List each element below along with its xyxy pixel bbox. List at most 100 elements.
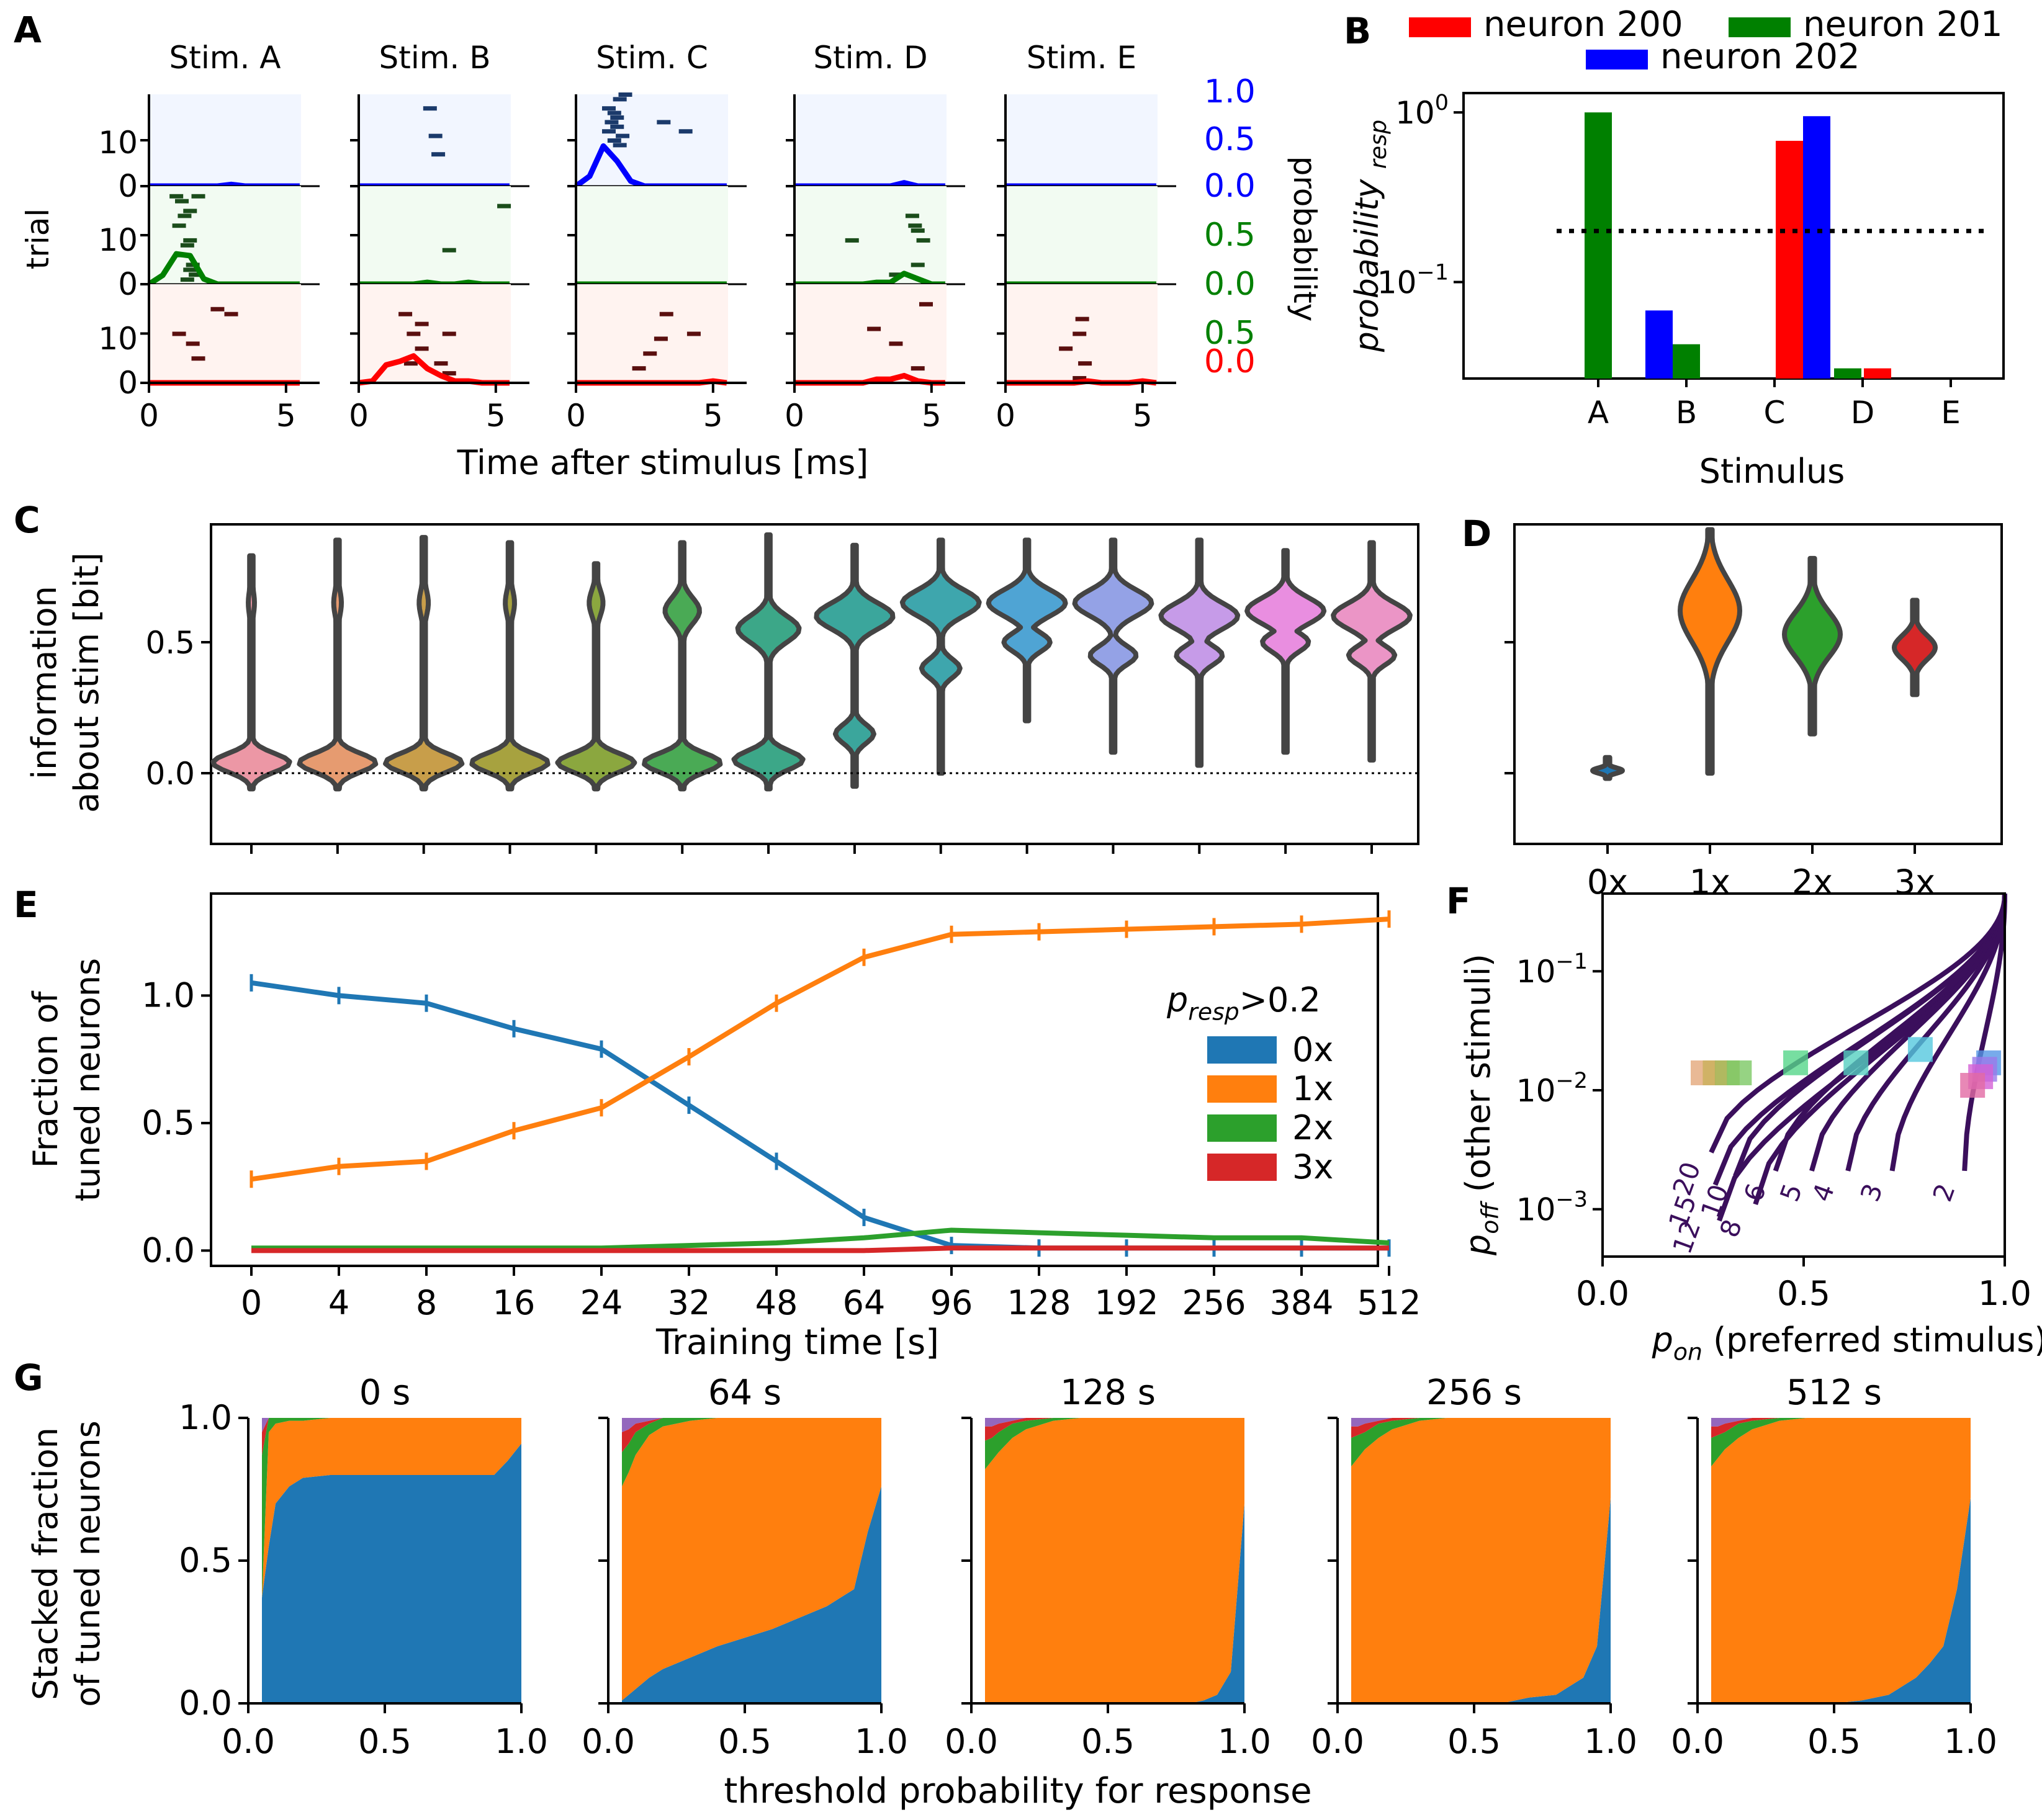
- panel-letter: D: [1462, 513, 1491, 555]
- curve-label: 10: [1695, 1180, 1735, 1222]
- x-tick-label: 512: [1357, 1283, 1421, 1322]
- spike-mark: [659, 312, 673, 316]
- raster-background: [149, 186, 301, 284]
- spike-mark: [189, 272, 203, 277]
- spike-mark: [678, 129, 693, 134]
- iso-curve: [1845, 893, 2007, 1172]
- x-tick-label: 256: [1182, 1283, 1246, 1322]
- spike-mark: [686, 331, 701, 336]
- y-axis-label-line2: of tuned neurons: [68, 1420, 107, 1707]
- raster-background: [359, 186, 511, 284]
- legend-title: presp>0.2: [1166, 980, 1321, 1026]
- x-tick-label: 5: [1133, 398, 1153, 434]
- x-tick-label: 0: [785, 398, 804, 434]
- x-tick-label: 128: [1007, 1283, 1071, 1322]
- y-tick-label: 0: [118, 266, 138, 302]
- spike-mark: [613, 97, 627, 102]
- stacked-area: [985, 1418, 1244, 1703]
- panel-letter: F: [1446, 880, 1471, 922]
- spike-mark: [178, 213, 192, 218]
- spike-mark: [191, 194, 205, 199]
- legend-swatch: [1207, 1154, 1277, 1181]
- bar-chart-frame: [1462, 92, 2005, 380]
- bar: [1864, 368, 1891, 379]
- y-tick-label: 1.0: [179, 1398, 232, 1437]
- probability-axis-label: probability: [1287, 156, 1323, 322]
- x-tick-label: 5: [486, 398, 506, 434]
- stacked-area: [622, 1418, 881, 1453]
- bar: [1585, 112, 1612, 379]
- probability-tick-label: 0.0: [1204, 168, 1256, 205]
- raster-background: [794, 94, 947, 186]
- spike-mark: [911, 262, 925, 267]
- stacked-area: [985, 1418, 1244, 1427]
- probability-tick-label: 0.0: [1204, 343, 1256, 380]
- spike-mark: [210, 307, 225, 312]
- spike-mark: [434, 361, 448, 366]
- x-tick-label: C: [1764, 395, 1786, 431]
- stacked-area: [1711, 1497, 1971, 1703]
- spike-mark: [183, 208, 197, 213]
- spike-mark: [1073, 376, 1087, 381]
- y-axis-label: trial: [20, 208, 56, 270]
- x-tick-label: 0: [349, 398, 369, 434]
- spike-mark: [172, 223, 186, 228]
- stacked-area: [622, 1486, 881, 1703]
- line-chart-frame: [210, 892, 1379, 1267]
- legend-label: neuron 200: [1483, 4, 1683, 45]
- x-tick-label: 0.5: [1807, 1722, 1861, 1761]
- x-tick-label: 64: [843, 1283, 886, 1322]
- spike-mark: [415, 346, 429, 351]
- stimulus-title: Stim. D: [813, 40, 927, 76]
- x-tick-label: 5: [922, 398, 942, 434]
- legend-label: 1x: [1292, 1069, 1333, 1108]
- violin-chart-frame: [210, 523, 1419, 845]
- x-axis-label: pon (preferred stimulus): [1652, 1320, 2042, 1366]
- series-line: [251, 1227, 1390, 1251]
- panel-letter: B: [1344, 10, 1371, 52]
- x-tick-label: 24: [580, 1283, 623, 1322]
- spike-mark: [632, 366, 646, 371]
- stimulus-title: Stim. A: [169, 40, 281, 76]
- x-tick-label: 0.0: [222, 1722, 275, 1761]
- y-tick-label: 10−1: [1516, 949, 1588, 990]
- spike-mark: [398, 312, 413, 316]
- curve-label: 5: [1774, 1180, 1808, 1206]
- spike-mark: [186, 341, 200, 346]
- spike-mark: [191, 356, 205, 361]
- x-tick-label: 0.5: [1081, 1722, 1135, 1761]
- subplot-title: 512 s: [1786, 1373, 1882, 1413]
- y-tick-label: 10: [98, 321, 138, 357]
- spike-mark: [442, 331, 456, 336]
- spike-mark: [845, 238, 859, 243]
- spike-mark: [618, 92, 632, 97]
- panel-a: A Stim. A 0 5 Stim. B 0 5 Stim. C 0 5 Stim. D 0 5 Sti…: [14, 9, 1323, 482]
- probability-tick-label: 1.0: [1204, 73, 1256, 110]
- x-tick-label: B: [1676, 395, 1697, 431]
- x-tick-label: 0.0: [1671, 1722, 1724, 1761]
- x-tick-label: 4: [328, 1283, 349, 1322]
- x-tick-label: 3x: [1894, 863, 1935, 902]
- curve-label: 4: [1806, 1180, 1840, 1206]
- spike-mark: [908, 223, 922, 228]
- spike-mark: [607, 138, 621, 143]
- raster-background: [794, 186, 947, 284]
- violin-body: [1158, 537, 1241, 768]
- bar: [1776, 140, 1803, 379]
- x-tick-label: 0: [241, 1283, 262, 1322]
- y-tick-label: 10−3: [1516, 1188, 1588, 1228]
- x-tick-label: 0: [566, 398, 586, 434]
- violin-body: [642, 540, 723, 792]
- spike-mark: [403, 361, 418, 366]
- raster-background: [1005, 94, 1158, 186]
- x-axis-label: Time after stimulus [ms]: [457, 443, 869, 482]
- legend-swatch: [1409, 17, 1471, 37]
- spike-mark: [889, 272, 903, 277]
- spike-mark: [916, 238, 930, 243]
- stacked-area: [622, 1418, 881, 1701]
- violin-body: [1590, 755, 1625, 781]
- spike-mark: [407, 331, 421, 336]
- raster-background: [149, 94, 301, 186]
- stacked-area: [1711, 1418, 1971, 1427]
